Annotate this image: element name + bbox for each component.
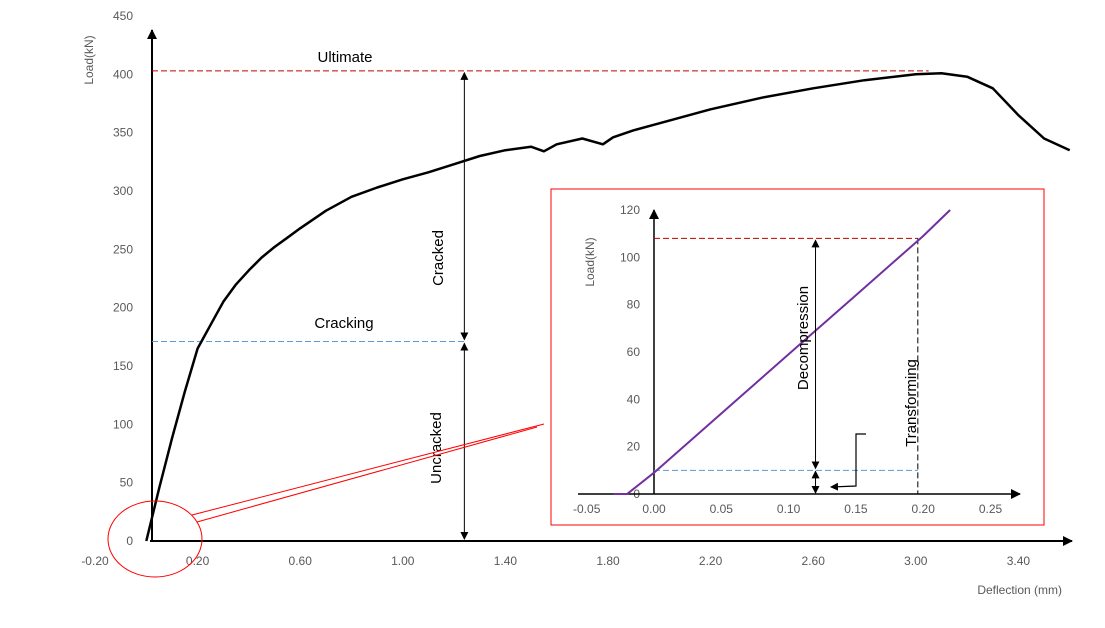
inset-y-tick-label: 120 [620, 203, 640, 217]
zoom-callout-line-lower [196, 426, 538, 523]
inset-x-tick-label: 0.25 [979, 502, 1003, 516]
main-x-tick-label: 3.00 [904, 554, 928, 568]
main-y-tick-label: 50 [120, 476, 134, 490]
zoom-callout-line-upper [191, 423, 545, 516]
inset-x-tick-label: 0.15 [844, 502, 868, 516]
main-x-tick-label: -0.20 [81, 554, 109, 568]
main-y-tick-label: 200 [113, 301, 133, 315]
inset-y-tick-label: 80 [627, 298, 641, 312]
inset-y-tick-label: 100 [620, 250, 640, 264]
main-x-axis-title: Deflection (mm) [977, 583, 1062, 597]
inset-y-tick-label: 40 [627, 392, 641, 406]
main-y-tick-label: 300 [113, 184, 133, 198]
inset-x-tick-label: 0.00 [642, 502, 666, 516]
main-x-tick-labels: -0.20 0.20 0.60 1.00 1.40 1.80 2.20 2.60 3.00 3.4… [81, 554, 1030, 568]
main-x-tick-label: 0.60 [289, 554, 313, 568]
main-x-tick-label: 2.20 [699, 554, 723, 568]
main-y-tick-label: 350 [113, 126, 133, 140]
inset-y-axis-title: Load(kN) [583, 237, 597, 286]
main-x-tick-label: 1.00 [391, 554, 415, 568]
cracking-label: Cracking [314, 315, 373, 332]
series-load-deflection [145, 71, 1071, 542]
main-y-tick-label: 100 [113, 417, 133, 431]
main-x-tick-label: 1.80 [596, 554, 620, 568]
main-y-tick-label: 150 [113, 359, 133, 373]
main-y-tick-label: 450 [113, 9, 133, 23]
main-y-tick-label: 0 [126, 534, 133, 548]
inset-x-tick-labels: -0.05 0.00 0.05 0.10 0.15 0.20 0.25 [573, 502, 1002, 516]
inset-x-tick-label: 0.05 [710, 502, 734, 516]
inset-frame [550, 188, 1045, 526]
inset-series [613, 209, 951, 495]
main-x-tick-label: 2.60 [802, 554, 826, 568]
cracked-label: Cracked [430, 230, 447, 286]
decompression-label: Decompression [795, 286, 812, 390]
transforming-leader [830, 433, 866, 491]
main-y-axis-title: Load(kN) [82, 35, 96, 84]
main-y-tick-label: 400 [113, 67, 133, 81]
zoom-region-ellipse [107, 500, 203, 578]
main-y-tick-label: 250 [113, 242, 133, 256]
main-x-tick-label: 3.40 [1007, 554, 1031, 568]
uncracked-label: Uncracked [428, 412, 445, 484]
main-x-tick-label: 1.40 [494, 554, 518, 568]
main-x-tick-label: 0.20 [186, 554, 210, 568]
inset-x-tick-label: -0.05 [573, 502, 601, 516]
main-y-tick-labels: 0 50 100 150 200 250 300 350 400 450 [113, 9, 133, 548]
ultimate-label: Ultimate [317, 49, 372, 66]
inset-x-tick-label: 0.10 [777, 502, 801, 516]
inset-y-tick-label: 20 [627, 440, 641, 454]
transforming-label: Transforming [903, 359, 920, 447]
inset-y-tick-label: 60 [627, 345, 641, 359]
inset-x-tick-label: 0.20 [912, 502, 936, 516]
main-chart: 0 50 100 150 200 250 300 350 400 450 -0.20 0.20 0.6… [81, 9, 1073, 597]
